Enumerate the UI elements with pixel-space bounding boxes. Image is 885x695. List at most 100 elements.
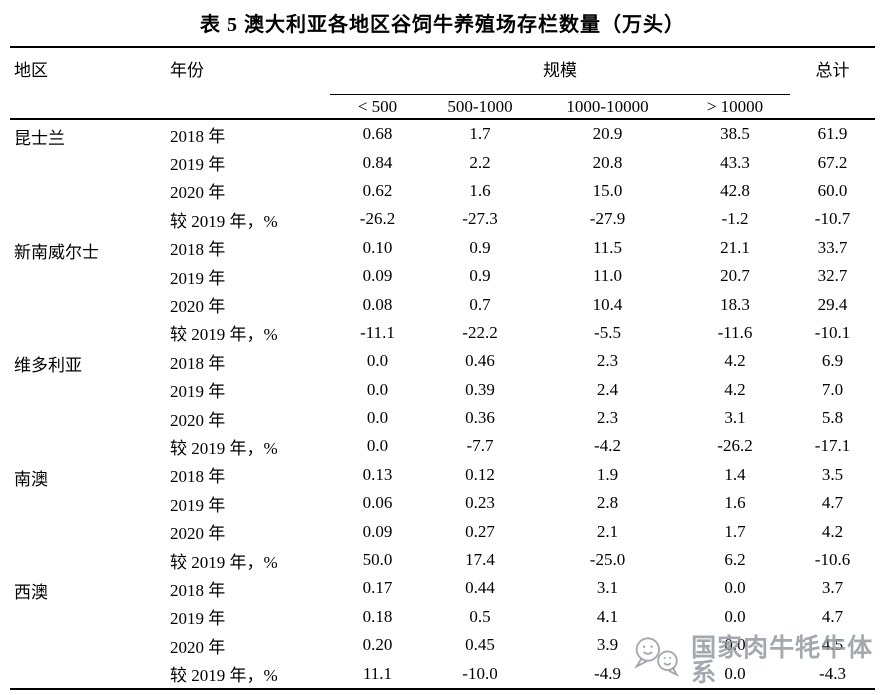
value-cell: -4.3 <box>819 663 846 683</box>
value-cell: 3.7 <box>821 578 844 598</box>
value-cell: -26.2 <box>359 209 396 229</box>
value-cell: 0.09 <box>362 521 393 541</box>
value-cell: 1.4 <box>724 464 746 484</box>
value-cell: 0.13 <box>362 464 393 484</box>
table-row: 2019 年 0.18 0.5 4.1 0.0 4.7 <box>10 603 875 631</box>
value-cell: -7.7 <box>466 436 494 456</box>
value-cell: -5.5 <box>594 322 621 342</box>
year-cell: 2019 年 <box>170 382 226 402</box>
value-cell: 1.6 <box>724 493 746 513</box>
table-row: 较 2019 年，% -26.2 -27.3 -27.9 -1.2 -10.7 <box>10 205 875 233</box>
value-cell: -1.2 <box>721 209 749 229</box>
year-cell: 2019 年 <box>170 495 226 515</box>
value-cell: 60.0 <box>817 180 848 200</box>
year-cell: 2018 年 <box>170 126 226 146</box>
year-cell: 2020 年 <box>170 183 226 203</box>
year-cell: 2018 年 <box>170 353 226 373</box>
table-row: 2020 年 0.0 0.36 2.3 3.1 5.8 <box>10 404 875 432</box>
value-cell: 0.46 <box>465 351 495 371</box>
value-cell: 42.8 <box>720 180 750 200</box>
value-cell: -4.2 <box>594 436 621 456</box>
value-cell: 20.9 <box>592 124 623 144</box>
value-cell: 4.7 <box>821 493 844 513</box>
value-cell: 0.0 <box>366 436 389 456</box>
value-cell: 33.7 <box>817 237 848 257</box>
value-cell: 0.5 <box>469 606 491 626</box>
header-scale-lt500: < 500 <box>330 94 425 120</box>
region-cell: 维多利亚 <box>14 356 82 376</box>
value-cell: 0.62 <box>362 180 393 200</box>
region-cell: 新南威尔士 <box>14 242 99 262</box>
header-scale-gt10000: > 10000 <box>680 94 790 120</box>
header-row-groups: 地区 年份 规模 总计 <box>10 47 875 120</box>
value-cell: 0.0 <box>366 379 389 399</box>
value-cell: 1.6 <box>469 180 491 200</box>
value-cell: 4.2 <box>724 379 746 399</box>
year-cell: 较 2019 年，% <box>170 211 278 231</box>
value-cell: 5.8 <box>821 408 844 428</box>
value-cell: 4.2 <box>724 351 746 371</box>
value-cell: 0.45 <box>465 635 495 655</box>
table-title: 表 5 澳大利亚各地区谷饲牛养殖场存栏数量（万头） <box>200 14 685 36</box>
value-cell: 21.1 <box>720 237 750 257</box>
value-cell: -26.2 <box>717 436 753 456</box>
value-cell: 0.0 <box>724 663 746 683</box>
value-cell: 11.5 <box>592 237 623 257</box>
value-cell: 4.7 <box>821 606 844 626</box>
year-cell: 2019 年 <box>170 155 226 175</box>
value-cell: 0.84 <box>362 152 393 172</box>
table-row: 昆士兰 2018 年 0.68 1.7 20.9 38.5 61.9 <box>10 119 875 148</box>
value-cell: -25.0 <box>589 550 626 570</box>
value-cell: 11.0 <box>592 266 623 286</box>
header-year: 年份 <box>160 47 330 120</box>
value-cell: 61.9 <box>817 124 848 144</box>
value-cell: 32.7 <box>817 266 848 286</box>
value-cell: 0.9 <box>469 266 491 286</box>
year-cell: 2019 年 <box>170 268 226 288</box>
value-cell: 0.7 <box>469 294 491 314</box>
table-row: 西澳 2018 年 0.17 0.44 3.1 0.0 3.7 <box>10 574 875 602</box>
table-body: 昆士兰 2018 年 0.68 1.7 20.9 38.5 61.9 2019 年 0.84 2.… <box>10 119 875 689</box>
value-cell: 0.10 <box>362 237 393 257</box>
header-scale-group: 规模 <box>330 47 790 95</box>
value-cell: 4.1 <box>596 606 619 626</box>
data-table: 地区 年份 规模 总计 < 500 500-1000 1000-10000 > … <box>10 46 875 690</box>
value-cell: 15.0 <box>592 180 623 200</box>
table-row: 较 2019 年，% 11.1 -10.0 -4.9 0.0 -4.3 <box>10 659 875 688</box>
value-cell: 0.0 <box>366 408 389 428</box>
table-row: 南澳 2018 年 0.13 0.12 1.9 1.4 3.5 <box>10 461 875 489</box>
value-cell: -10.7 <box>814 209 851 229</box>
value-cell: 7.0 <box>821 379 844 399</box>
value-cell: 4.2 <box>821 521 844 541</box>
value-cell: 2.1 <box>596 521 619 541</box>
header-row-scales: < 500 500-1000 1000-10000 > 10000 <box>10 94 875 120</box>
year-cell: 2018 年 <box>170 467 226 487</box>
value-cell: -11.6 <box>717 322 753 342</box>
year-cell: 较 2019 年，% <box>170 552 278 572</box>
value-cell: 0.0 <box>724 578 746 598</box>
value-cell: 0.06 <box>362 493 393 513</box>
year-cell: 2018 年 <box>170 580 226 600</box>
value-cell: 50.0 <box>362 550 393 570</box>
region-cell: 昆士兰 <box>14 129 65 148</box>
value-cell: -10.6 <box>814 550 851 570</box>
value-cell: 1.7 <box>469 124 491 144</box>
value-cell: 3.1 <box>596 578 619 598</box>
value-cell: 20.8 <box>592 152 623 172</box>
value-cell: 6.2 <box>724 550 746 570</box>
value-cell: 0.0 <box>366 351 389 371</box>
value-cell: -10.1 <box>814 322 851 342</box>
value-cell: 67.2 <box>817 152 848 172</box>
value-cell: 3.5 <box>821 464 844 484</box>
value-cell: 0.23 <box>465 493 495 513</box>
value-cell: -17.1 <box>814 436 851 456</box>
year-cell: 较 2019 年，% <box>170 666 278 686</box>
year-cell: 2018 年 <box>170 240 226 260</box>
value-cell: -27.9 <box>589 209 626 229</box>
table-row: 新南威尔士 2018 年 0.10 0.9 11.5 21.1 33.7 <box>10 234 875 262</box>
table-row: 较 2019 年，% 0.0 -7.7 -4.2 -26.2 -17.1 <box>10 432 875 460</box>
value-cell: 0.44 <box>465 578 495 598</box>
year-cell: 较 2019 年，% <box>170 325 278 345</box>
table-row: 2019 年 0.84 2.2 20.8 43.3 67.2 <box>10 148 875 176</box>
value-cell: 11.1 <box>362 663 393 683</box>
